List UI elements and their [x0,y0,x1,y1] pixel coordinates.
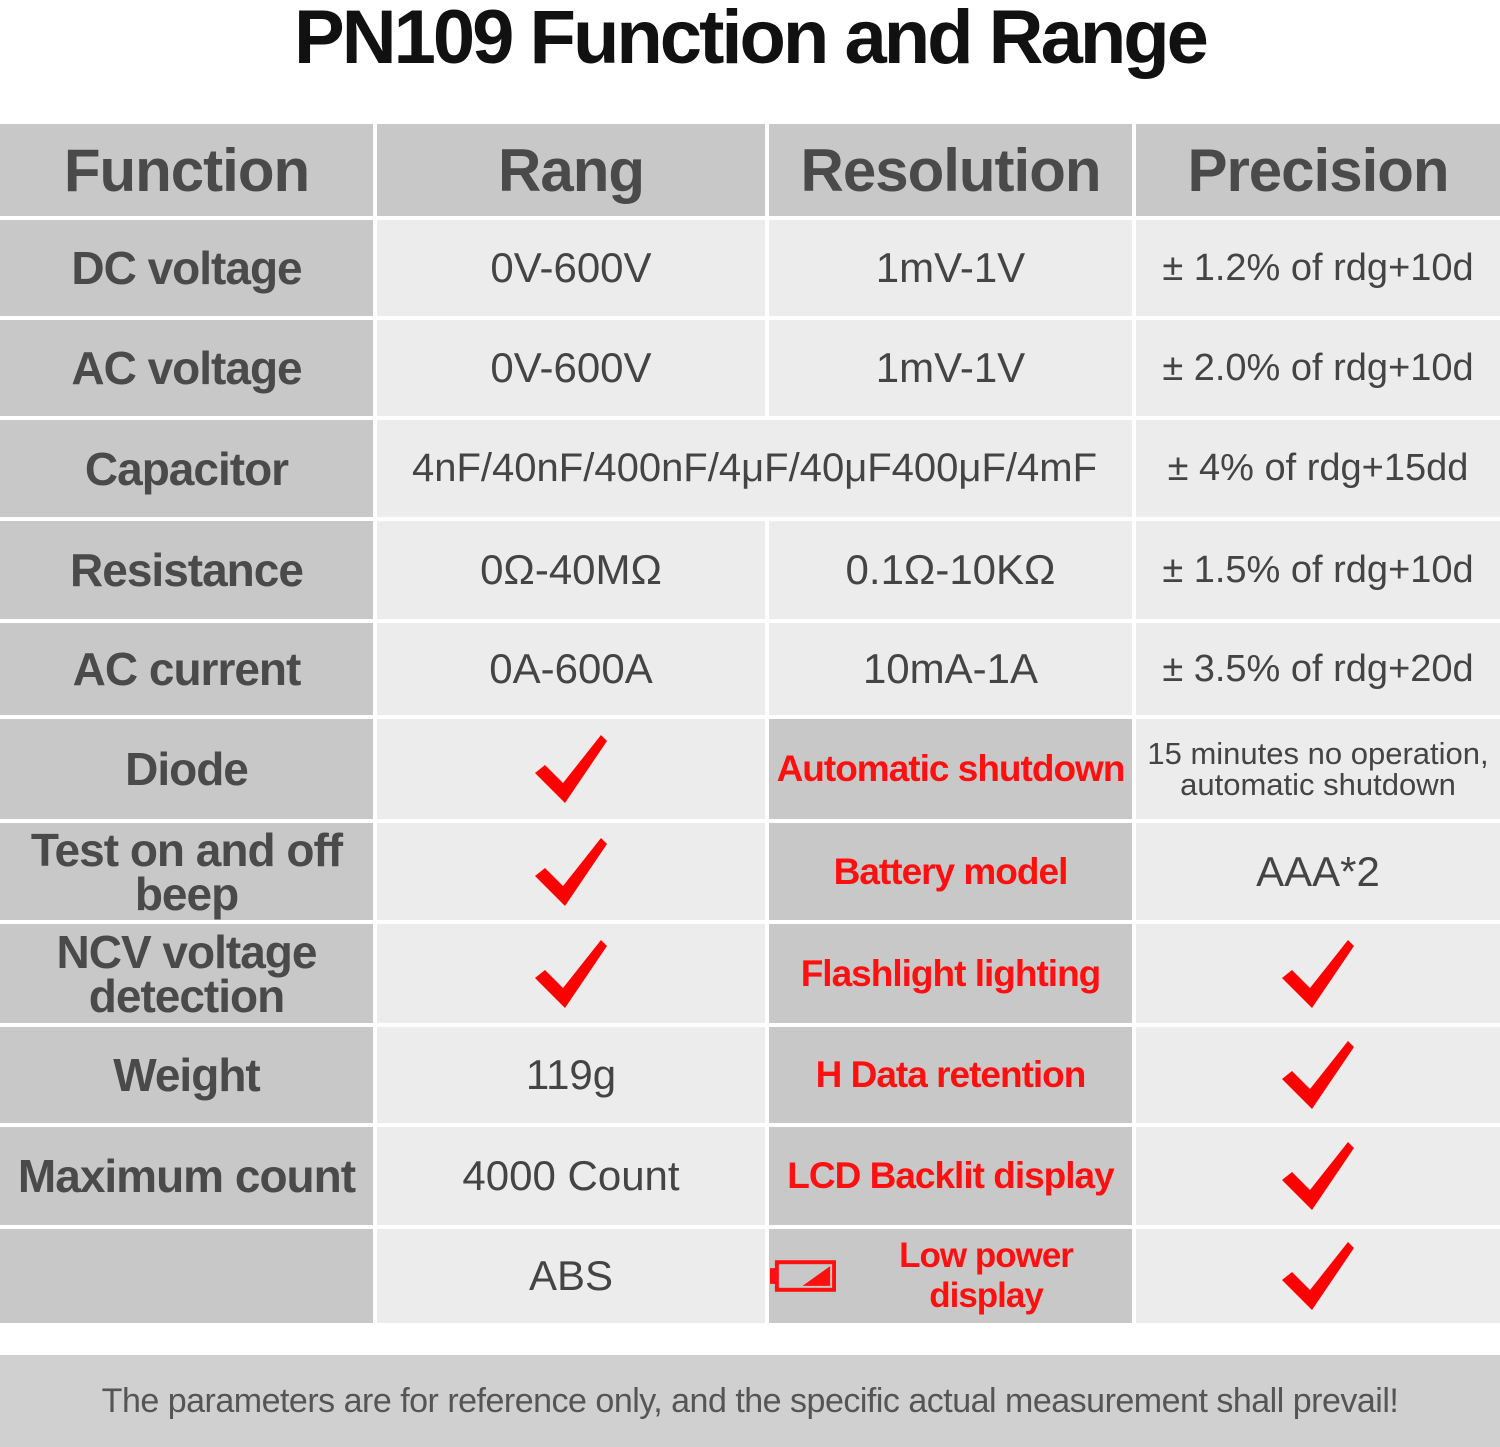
check-icon [1282,1242,1354,1310]
feature-battery-model: Battery model [769,823,1136,924]
resolution-dc-voltage: 1mV-1V [769,220,1136,320]
flashlight-check-icon [1136,924,1500,1027]
check-icon [1282,1142,1354,1210]
diode-check-icon [377,719,769,823]
function-empty [0,1229,377,1327]
function-dc-voltage: DC voltage [0,220,377,320]
range-capacitor: 4nF/40nF/400nF/4μF/40μF400μF/4mF [377,420,1136,521]
check-icon [1282,1041,1354,1109]
function-resistance: Resistance [0,521,377,623]
header-resolution: Resolution [769,124,1136,220]
function-ncv-detection: NCV voltage detection [0,924,377,1027]
feature-low-power: Low power display [769,1229,1136,1327]
function-ac-voltage: AC voltage [0,320,377,420]
precision-ac-voltage: ± 2.0% of rdg+10d [1136,320,1500,420]
data-retention-check-icon [1136,1027,1500,1127]
beep-check-icon [377,823,769,924]
maximum-count-value: 4000 Count [377,1127,769,1229]
feature-data-retention: H Data retention [769,1027,1136,1127]
feature-lcd-backlit: LCD Backlit display [769,1127,1136,1229]
precision-resistance: ± 1.5% of rdg+10d [1136,521,1500,623]
check-icon [535,939,607,1008]
spec-table: Function Rang Resolution Precision DC vo… [0,124,1500,1327]
function-diode: Diode [0,719,377,823]
range-dc-voltage: 0V-600V [377,220,769,320]
low-power-check-icon [1136,1229,1500,1327]
battery-low-icon [769,1260,837,1292]
footer-disclaimer: The parameters are for reference only, a… [0,1355,1500,1447]
battery-model-value: AAA*2 [1136,823,1500,924]
function-weight: Weight [0,1027,377,1127]
resolution-ac-voltage: 1mV-1V [769,320,1136,420]
resolution-ac-current: 10mA-1A [769,623,1136,719]
function-ac-current: AC current [0,623,377,719]
function-beep: Test on and off beep [0,823,377,924]
automatic-shutdown-value: 15 minutes no operation, automatic shutd… [1136,719,1500,823]
resolution-resistance: 0.1Ω-10KΩ [769,521,1136,623]
feature-automatic-shutdown: Automatic shutdown [769,719,1136,823]
range-ac-current: 0A-600A [377,623,769,719]
check-icon [535,735,607,803]
precision-capacitor: ± 4% of rdg+15dd [1136,420,1500,521]
precision-ac-current: ± 3.5% of rdg+20d [1136,623,1500,719]
range-ac-voltage: 0V-600V [377,320,769,420]
feature-flashlight: Flashlight lighting [769,924,1136,1027]
page-title: PN109 Function and Range [294,0,1209,80]
function-maximum-count: Maximum count [0,1127,377,1229]
material-value: ABS [377,1229,769,1327]
precision-dc-voltage: ± 1.2% of rdg+10d [1136,220,1500,320]
check-icon [535,837,607,906]
check-icon [1282,939,1354,1008]
weight-value: 119g [377,1027,769,1127]
range-resistance: 0Ω-40MΩ [377,521,769,623]
function-capacitor: Capacitor [0,420,377,521]
low-power-label: Low power display [899,1236,1074,1315]
lcd-backlit-check-icon [1136,1127,1500,1229]
ncv-check-icon [377,924,769,1027]
header-range: Rang [377,124,769,220]
header-precision: Precision [1136,124,1500,220]
header-function: Function [0,124,377,220]
